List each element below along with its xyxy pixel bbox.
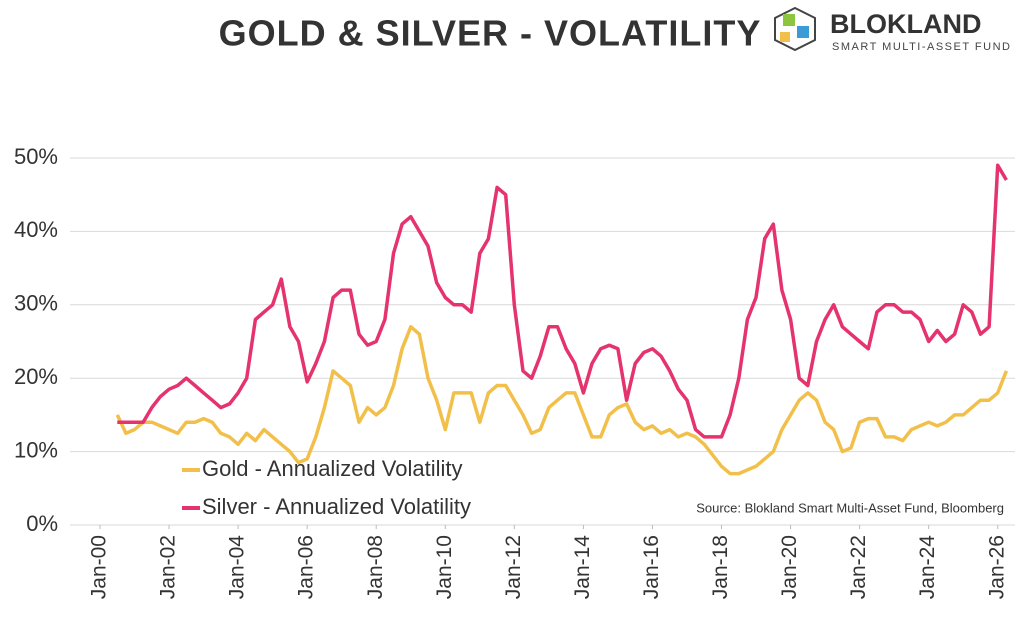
x-tick-label: Jan-08 bbox=[364, 535, 387, 599]
x-tick-label: Jan-26 bbox=[985, 535, 1008, 599]
logo-tagline: SMART MULTI-ASSET FUND bbox=[832, 41, 1011, 53]
x-tick-label: Jan-10 bbox=[433, 535, 456, 599]
y-tick-label: 10% bbox=[14, 437, 58, 462]
series-line bbox=[115, 325, 1009, 476]
x-tick-label: Jan-22 bbox=[847, 535, 870, 599]
y-tick-label: 40% bbox=[14, 217, 58, 242]
y-tick-label: 0% bbox=[26, 511, 58, 536]
x-tick-label: Jan-00 bbox=[88, 535, 111, 599]
legend-label: Gold - Annualized Volatility bbox=[202, 456, 463, 481]
chart-title: GOLD & SILVER - VOLATILITY bbox=[219, 13, 762, 54]
x-tick-label: Jan-02 bbox=[157, 535, 180, 599]
logo-name: BLOKLAND bbox=[830, 9, 981, 39]
series-line bbox=[117, 163, 1008, 439]
x-tick-label: Jan-04 bbox=[226, 535, 249, 600]
legend-label: Silver - Annualized Volatility bbox=[202, 494, 471, 519]
x-tick-label: Jan-18 bbox=[709, 535, 732, 599]
y-tick-label: 30% bbox=[14, 291, 58, 316]
x-tick-label: Jan-12 bbox=[502, 535, 525, 599]
x-tick-label: Jan-16 bbox=[640, 535, 663, 599]
source-note: Source: Blokland Smart Multi-Asset Fund,… bbox=[696, 500, 1004, 515]
x-tick-label: Jan-14 bbox=[571, 535, 594, 600]
x-tick-label: Jan-06 bbox=[295, 535, 318, 599]
y-tick-label: 50% bbox=[14, 144, 58, 169]
logo-icon bbox=[774, 6, 816, 52]
x-tick-label: Jan-24 bbox=[916, 535, 939, 600]
x-tick-label: Jan-20 bbox=[778, 535, 801, 599]
y-tick-label: 20% bbox=[14, 364, 58, 389]
